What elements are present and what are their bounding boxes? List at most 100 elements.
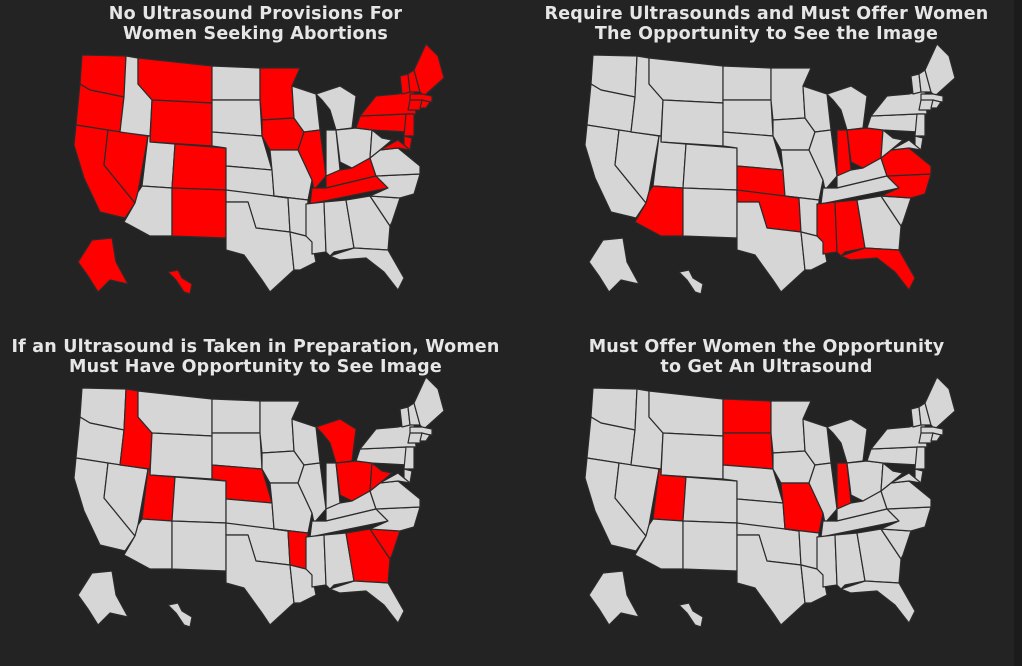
- state-pa: [866, 446, 920, 466]
- state-co: [171, 476, 227, 524]
- panel-title-line1: Require Ultrasounds and Must Offer Women: [544, 4, 989, 24]
- state-co: [682, 476, 738, 524]
- state-nm: [171, 520, 227, 572]
- state-ct: [407, 99, 423, 111]
- panel-title-line2: to Get An Ultrasound: [660, 357, 873, 377]
- state-fl: [329, 247, 405, 291]
- state-mi: [315, 85, 357, 131]
- state-sd: [211, 432, 263, 470]
- state-ri: [930, 99, 942, 109]
- state-nj: [403, 113, 415, 137]
- panel-title-line1: If an Ultrasound is Taken in Preparation…: [11, 337, 500, 357]
- state-ri: [419, 432, 431, 442]
- state-sd: [211, 99, 263, 137]
- state-me: [924, 376, 956, 430]
- scrollbar-track: [1014, 0, 1022, 666]
- state-mt: [137, 57, 213, 104]
- state-tx: [736, 534, 806, 626]
- state-hi: [678, 602, 704, 628]
- state-me: [413, 43, 445, 97]
- state-mt: [137, 390, 213, 437]
- state-ut: [141, 468, 176, 522]
- state-hi: [167, 269, 193, 295]
- state-md: [379, 472, 411, 484]
- us-map: [584, 376, 956, 628]
- state-fl: [840, 247, 916, 291]
- state-md: [890, 472, 922, 484]
- map-panel-must-offer: Must Offer Women the Opportunity to Get …: [511, 333, 1022, 666]
- state-sd: [722, 432, 774, 470]
- panel-title-line2: Women Seeking Abortions: [123, 24, 388, 44]
- state-ny: [870, 89, 928, 117]
- panel-title: Must Offer Women the Opportunity to Get …: [511, 337, 1022, 377]
- panel-title-line2: The Opportunity to See the Image: [594, 24, 939, 44]
- state-ny: [870, 422, 928, 450]
- state-hi: [678, 269, 704, 295]
- us-map: [584, 43, 956, 295]
- state-pa: [355, 446, 409, 466]
- state-me: [413, 376, 445, 430]
- state-ny: [359, 422, 417, 450]
- state-wy: [149, 99, 213, 147]
- state-mt: [648, 57, 724, 104]
- state-nd: [211, 398, 261, 434]
- panel-title: If an Ultrasound is Taken in Preparation…: [0, 337, 511, 377]
- state-tx: [736, 201, 806, 293]
- panel-title-line1: No Ultrasound Provisions For: [108, 4, 403, 24]
- state-fl: [329, 580, 405, 624]
- us-map: [73, 43, 445, 295]
- state-ct: [918, 99, 934, 111]
- panel-title: No Ultrasound Provisions For Women Seeki…: [0, 4, 511, 44]
- state-nm: [171, 187, 227, 239]
- us-map: [73, 376, 445, 628]
- state-ak: [77, 570, 129, 626]
- state-nj: [403, 446, 415, 470]
- state-wy: [660, 99, 724, 147]
- state-md: [379, 139, 411, 151]
- state-pa: [866, 113, 920, 133]
- state-ct: [918, 432, 934, 444]
- state-ak: [77, 237, 129, 293]
- panel-title: Require Ultrasounds and Must Offer Women…: [511, 4, 1022, 44]
- map-panel-if-taken: If an Ultrasound is Taken in Preparation…: [0, 333, 511, 666]
- state-tx: [225, 534, 295, 626]
- state-ri: [419, 99, 431, 109]
- state-wv: [880, 462, 904, 492]
- state-nj: [914, 113, 926, 137]
- state-ut: [652, 468, 687, 522]
- state-nj: [914, 446, 926, 470]
- state-fl: [840, 580, 916, 624]
- state-ri: [930, 432, 942, 442]
- state-ny: [359, 89, 417, 117]
- panel-title-line1: Must Offer Women the Opportunity: [588, 337, 945, 357]
- state-nm: [682, 520, 738, 572]
- state-tx: [225, 201, 295, 293]
- state-wv: [369, 462, 393, 492]
- panel-title-line2: Must Have Opportunity to See Image: [69, 357, 442, 377]
- state-nm: [682, 187, 738, 239]
- state-wy: [660, 432, 724, 480]
- state-hi: [167, 602, 193, 628]
- state-mi: [826, 418, 868, 464]
- state-nd: [722, 65, 772, 101]
- state-mt: [648, 390, 724, 437]
- state-co: [171, 143, 227, 191]
- state-ut: [141, 135, 176, 189]
- state-ut: [652, 135, 687, 189]
- state-nd: [722, 398, 772, 434]
- state-pa: [355, 113, 409, 133]
- map-panel-no-provisions: No Ultrasound Provisions For Women Seeki…: [0, 0, 511, 333]
- state-md: [890, 139, 922, 151]
- state-sd: [722, 99, 774, 137]
- state-ak: [588, 237, 640, 293]
- state-nd: [211, 65, 261, 101]
- state-me: [924, 43, 956, 97]
- state-wv: [880, 129, 904, 159]
- map-panel-require-ultrasound: Require Ultrasounds and Must Offer Women…: [511, 0, 1022, 333]
- state-mi: [826, 85, 868, 131]
- state-ak: [588, 570, 640, 626]
- state-wv: [369, 129, 393, 159]
- state-co: [682, 143, 738, 191]
- state-ct: [407, 432, 423, 444]
- state-wy: [149, 432, 213, 480]
